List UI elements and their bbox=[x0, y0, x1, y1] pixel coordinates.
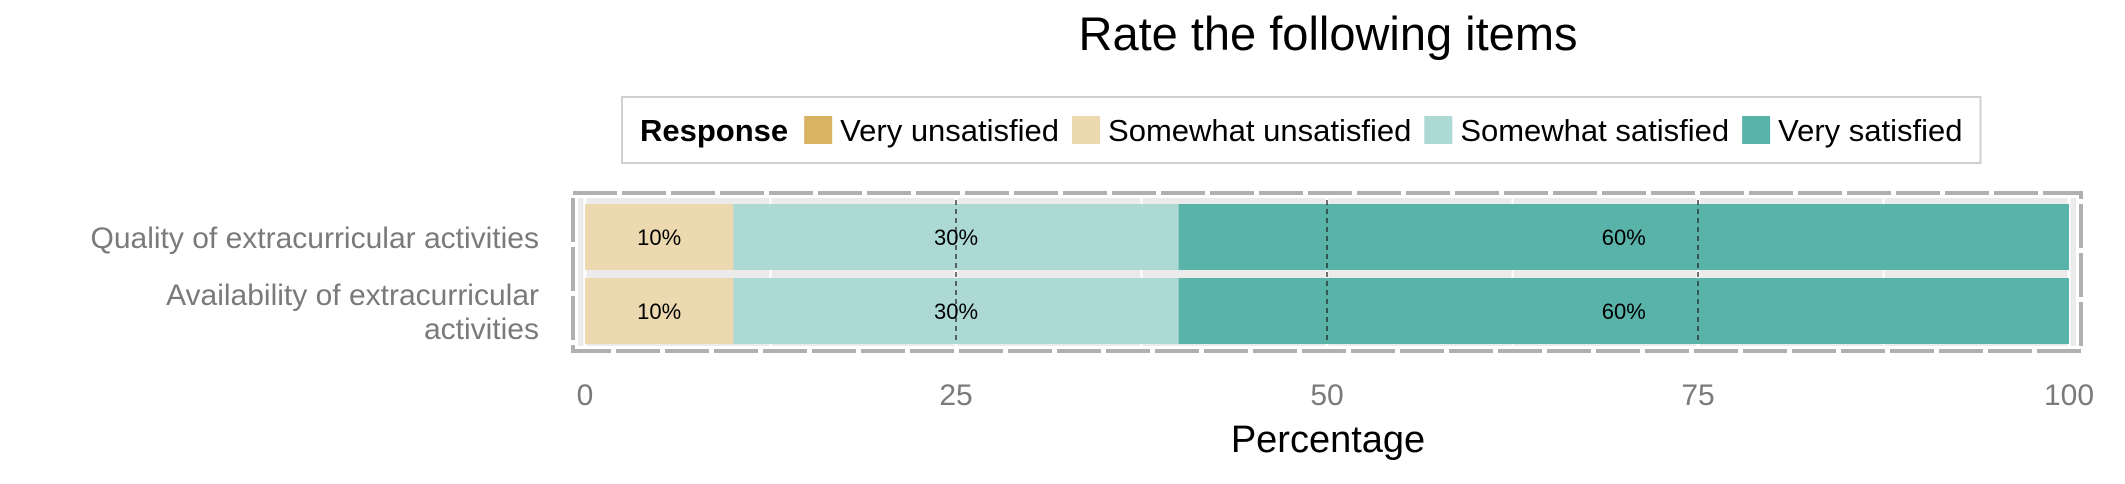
legend-swatch-somewhat-satisfied bbox=[1424, 116, 1453, 144]
data-label-very-satisfied-1: 60% bbox=[1602, 225, 1646, 250]
panel-border bbox=[571, 191, 2083, 353]
legend-label-somewhat-satisfied: Somewhat satisfied bbox=[1460, 113, 1729, 148]
x-tick-label: 75 bbox=[1681, 379, 1714, 412]
x-axis-title: Percentage bbox=[1231, 419, 1425, 461]
data-label-somewhat-unsatisfied-2: 10% bbox=[637, 299, 681, 324]
legend: Response Very unsatisfied Somewhat unsatis… bbox=[621, 96, 1982, 164]
x-tick-label: 25 bbox=[939, 379, 972, 412]
plot-area: 10% 30% 60% 10% 30% 60% Quality of extracurric… bbox=[91, 191, 2094, 412]
x-tick-label: 0 bbox=[577, 379, 594, 412]
category-label-2: activities bbox=[424, 313, 539, 346]
x-tick-label: 50 bbox=[1310, 379, 1343, 412]
legend-title: Response bbox=[640, 113, 788, 148]
data-label-very-satisfied-2: 60% bbox=[1602, 299, 1646, 324]
legend-swatch-somewhat-unsatisfied bbox=[1072, 116, 1101, 144]
legend-label-very-unsatisfied: Very unsatisfied bbox=[840, 113, 1059, 148]
chart-title: Rate the following items bbox=[1079, 7, 1578, 60]
legend-label-very-satisfied: Very satisfied bbox=[1778, 113, 1962, 148]
bar-somewhat-unsatisfied-1 bbox=[585, 204, 734, 270]
data-label-somewhat-unsatisfied-1: 10% bbox=[637, 225, 681, 250]
legend-label-somewhat-unsatisfied: Somewhat unsatisfied bbox=[1108, 113, 1411, 148]
legend-swatch-very-satisfied bbox=[1742, 116, 1771, 144]
category-label-2: Availability of extracurricular bbox=[166, 279, 539, 312]
data-label-somewhat-satisfied-1: 30% bbox=[934, 225, 978, 250]
x-tick-label: 100 bbox=[2044, 379, 2094, 412]
bar-somewhat-unsatisfied-2 bbox=[585, 278, 734, 344]
legend-swatch-very-unsatisfied bbox=[804, 116, 833, 144]
data-label-somewhat-satisfied-2: 30% bbox=[934, 299, 978, 324]
category-label-1: Quality of extracurricular activities bbox=[91, 222, 539, 255]
